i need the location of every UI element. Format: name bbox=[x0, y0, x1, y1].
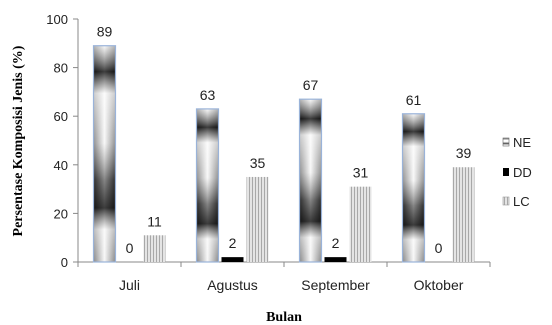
y-ticks: 0 20 40 60 80 100 bbox=[46, 12, 78, 270]
bar-ne-oktober-shade bbox=[401, 113, 426, 263]
y-tick-label: 60 bbox=[54, 109, 68, 124]
bar-ne-juli-shade bbox=[92, 45, 117, 263]
bar-dd-september bbox=[324, 257, 347, 262]
data-label: 31 bbox=[353, 165, 369, 181]
data-label: 2 bbox=[332, 235, 340, 251]
bar-lc-agustus bbox=[246, 176, 269, 262]
data-labels: 89 0 11 63 2 35 67 2 31 61 0 39 bbox=[97, 24, 472, 256]
bar-ne-september-shade bbox=[298, 98, 323, 263]
data-label: 63 bbox=[200, 87, 216, 103]
data-label: 0 bbox=[435, 240, 443, 256]
data-label: 11 bbox=[147, 213, 162, 229]
data-label: 67 bbox=[303, 77, 319, 93]
x-ticks: Juli Agustus September Oktober bbox=[77, 262, 491, 293]
legend-swatch-ne bbox=[502, 137, 510, 147]
data-label: 61 bbox=[406, 92, 422, 108]
y-tick-label: 0 bbox=[61, 255, 68, 270]
bar-lc-oktober bbox=[452, 167, 475, 262]
legend-swatch-lc bbox=[502, 196, 510, 206]
x-tick-label: Agustus bbox=[207, 277, 258, 293]
data-label: 2 bbox=[229, 235, 237, 251]
bars bbox=[92, 45, 475, 263]
chart-axes bbox=[77, 19, 490, 263]
y-tick-label: 80 bbox=[54, 61, 68, 76]
legend-label-ne: NE bbox=[513, 135, 531, 150]
bar-ne-agustus-shade bbox=[195, 108, 220, 263]
legend-label-lc: LC bbox=[513, 194, 530, 209]
legend: NE DD LC bbox=[502, 135, 532, 209]
y-tick-label: 20 bbox=[54, 206, 68, 221]
data-label: 0 bbox=[126, 240, 134, 256]
legend-label-dd: DD bbox=[513, 165, 532, 180]
y-tick-label: 40 bbox=[54, 158, 68, 173]
data-label: 35 bbox=[250, 155, 266, 171]
legend-swatch-dd bbox=[503, 168, 509, 176]
x-tick-label: Oktober bbox=[414, 277, 464, 293]
bar-lc-juli bbox=[143, 235, 166, 262]
bar-dd-agustus bbox=[221, 257, 244, 262]
x-axis-title: Bulan bbox=[266, 310, 302, 325]
x-tick-label: September bbox=[301, 277, 370, 293]
y-axis-title: Persentase Komposisi Jenis (%) bbox=[11, 45, 26, 236]
data-label: 39 bbox=[456, 145, 472, 161]
y-tick-label: 100 bbox=[46, 12, 68, 27]
x-tick-label: Juli bbox=[119, 277, 140, 293]
data-label: 89 bbox=[97, 24, 113, 40]
bar-lc-september bbox=[349, 186, 372, 262]
